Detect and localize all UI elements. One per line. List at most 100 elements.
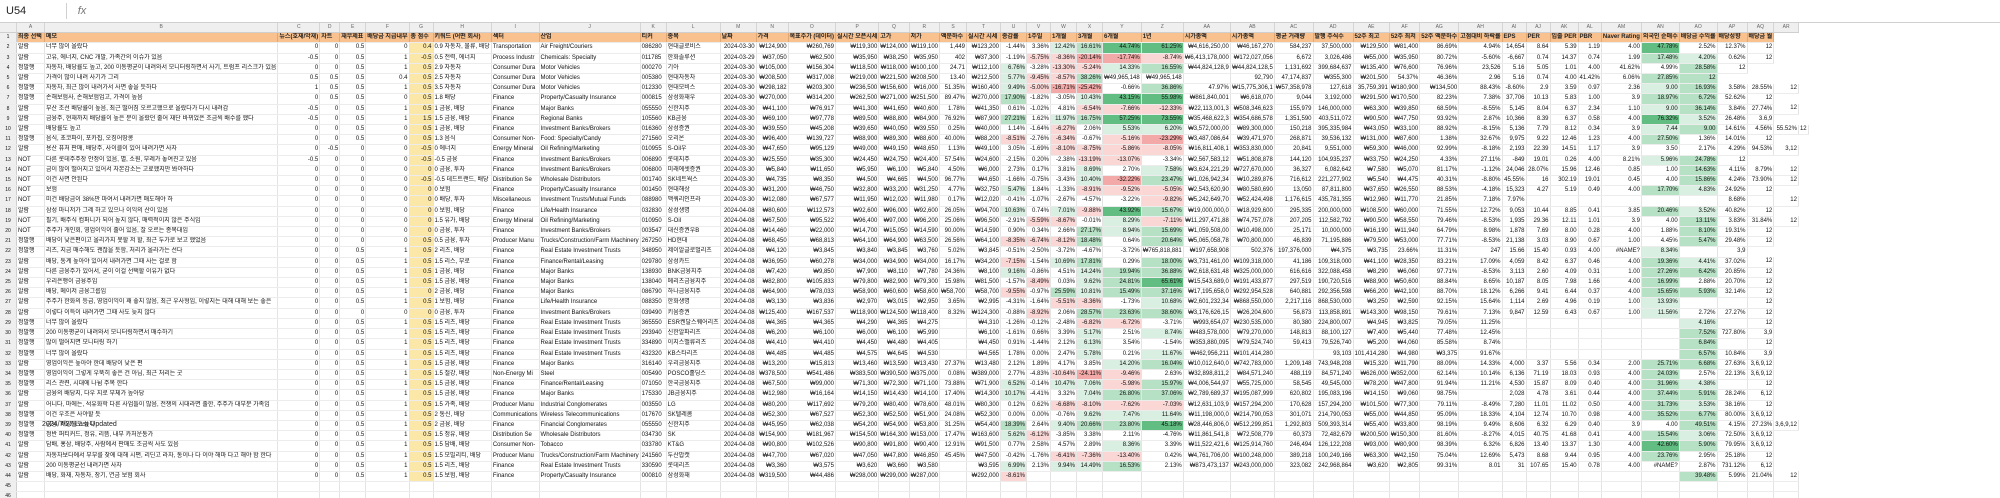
table-cell[interactable]: 15.86%	[1679, 175, 1718, 187]
table-cell[interactable]: 5,136	[1502, 124, 1527, 136]
table-cell[interactable]: 12	[1747, 308, 1775, 319]
table-cell[interactable]: ₩95,129	[788, 144, 836, 156]
table-cell[interactable]: -3.22%	[1102, 195, 1142, 207]
table-cell[interactable]: 2,217,116	[1274, 297, 1314, 309]
table-cell[interactable]: 한화솔루션	[666, 53, 721, 64]
table-cell[interactable]: -8.53%	[1458, 216, 1503, 228]
table-cell[interactable]: -1.33%	[1050, 185, 1078, 197]
empty-cell[interactable]	[640, 491, 667, 498]
table-cell[interactable]: 7.69	[1526, 226, 1551, 238]
table-cell[interactable]: 0.5	[339, 440, 367, 452]
table-cell[interactable]: 6,826	[1502, 440, 1527, 452]
empty-cell[interactable]	[1578, 481, 1602, 493]
table-cell[interactable]: ₩14,300	[966, 389, 1002, 401]
table-cell[interactable]: 4.09	[1550, 267, 1579, 279]
table-cell[interactable]: 0.5	[339, 420, 367, 432]
table-cell[interactable]: 알람	[16, 206, 45, 217]
table-cell[interactable]: Finance	[491, 349, 540, 360]
table-cell[interactable]: -0.67%	[1076, 134, 1104, 146]
table-cell[interactable]: 40.00%	[939, 134, 968, 146]
table-cell[interactable]: 0	[277, 165, 321, 177]
table-cell[interactable]: -13.40%	[1102, 451, 1142, 462]
table-cell[interactable]: ₩70,800,000	[1230, 236, 1275, 248]
table-cell[interactable]	[1502, 349, 1527, 360]
table-cell[interactable]: 1 금융, 배당	[433, 267, 492, 279]
table-cell[interactable]: 0.5	[409, 379, 434, 391]
table-cell[interactable]: 금이 많이 떨어지고 있어서 자본감소는 고료했지만 봐야하다	[44, 165, 279, 177]
empty-cell[interactable]	[339, 481, 367, 493]
table-cell[interactable]: 84,571,240	[1313, 369, 1354, 381]
table-cell[interactable]: 2 통신, 배당	[433, 410, 492, 421]
table-cell[interactable]: -0.51%	[1000, 246, 1028, 258]
table-cell[interactable]: 7.18%	[1458, 195, 1503, 207]
table-cell[interactable]: ₩64,100	[835, 236, 880, 248]
table-cell[interactable]: #NAME?	[1641, 461, 1680, 472]
table-cell[interactable]: Major Banks	[539, 104, 641, 115]
table-cell[interactable]: ₩3,825	[1389, 318, 1421, 330]
table-cell[interactable]: -8.91%	[1076, 185, 1104, 197]
table-cell[interactable]: ₩58,700	[939, 287, 968, 299]
table-cell[interactable]: 1	[365, 400, 410, 411]
table-cell[interactable]: 36.88%	[1141, 267, 1184, 279]
table-cell[interactable]: 3.85	[1601, 206, 1642, 217]
table-cell[interactable]: 64.79%	[1419, 226, 1460, 238]
table-cell[interactable]: -8.67%	[1050, 216, 1078, 228]
table-cell[interactable]: 0.5	[339, 73, 367, 85]
table-cell[interactable]: 9,044	[1274, 93, 1314, 105]
table-cell[interactable]: ₩63,300	[1353, 451, 1390, 462]
table-cell[interactable]: ₩101,500	[1353, 400, 1390, 411]
table-cell[interactable]: ₩62,038	[788, 420, 836, 432]
table-cell[interactable]: -3.72%	[1102, 246, 1142, 258]
table-cell[interactable]: Wireless Telecommunications	[539, 410, 641, 421]
table-cell[interactable]: 0.74%	[1026, 206, 1052, 217]
table-cell[interactable]: 0.5	[409, 267, 434, 279]
table-cell[interactable]: ₩24,250	[1389, 155, 1421, 166]
table-cell[interactable]: 9.62%	[1076, 277, 1104, 289]
table-cell[interactable]: 0	[409, 206, 434, 217]
table-cell[interactable]: 1.89%	[1026, 359, 1052, 370]
table-cell[interactable]: 3.37	[1526, 359, 1551, 370]
table-cell[interactable]: ₩13,590	[878, 359, 910, 370]
table-cell[interactable]: 1.66	[1578, 277, 1602, 289]
column-title[interactable]: Naver Rating	[1601, 32, 1642, 44]
table-cell[interactable]: 우리은행이 금융주임	[44, 277, 279, 289]
table-cell[interactable]: 0.5 전력, 에너지	[433, 53, 492, 64]
table-cell[interactable]: ₩181,967	[788, 430, 836, 442]
table-cell[interactable]: 2024-04-08	[720, 338, 757, 350]
table-cell[interactable]: ₩143,300	[1353, 308, 1390, 319]
table-cell[interactable]: 25.71%	[1641, 359, 1680, 370]
table-cell[interactable]: Chemicals: Specialty	[539, 53, 641, 64]
table-cell[interactable]: POSCO홀딩스	[666, 369, 721, 381]
table-cell[interactable]: 9.62%	[1076, 410, 1104, 421]
table-cell[interactable]: 알람	[16, 297, 45, 309]
table-cell[interactable]: ₩48,650	[909, 144, 941, 156]
table-cell[interactable]: 2.87%	[1679, 461, 1718, 472]
table-cell[interactable]: 9.94%	[1050, 461, 1078, 472]
table-cell[interactable]: 5.47%	[1679, 236, 1718, 248]
column-header-K[interactable]: K	[640, 23, 667, 34]
table-cell[interactable]: ₩6,100	[878, 165, 910, 177]
table-cell[interactable]: 알람	[16, 124, 45, 136]
table-cell[interactable]: -6.27%	[1050, 124, 1078, 136]
table-cell[interactable]: 365550	[640, 318, 667, 330]
table-cell[interactable]: -13.07%	[1102, 155, 1142, 166]
table-cell[interactable]: 자동차, 배당률도 높고, 200 이동평균이 내려와서 모니터링하면서 사기,…	[44, 63, 279, 75]
table-cell[interactable]: -2.50%	[1026, 246, 1052, 258]
table-cell[interactable]: ₩50,600	[1389, 277, 1421, 289]
row-number[interactable]: 33	[0, 359, 17, 370]
row-number[interactable]: 7	[0, 93, 17, 105]
table-cell[interactable]: 3,9	[1747, 349, 1775, 360]
row-number[interactable]: 34	[0, 369, 17, 381]
table-cell[interactable]: 44.74%	[1102, 42, 1142, 54]
table-cell[interactable]: -0.5	[277, 155, 321, 166]
table-cell[interactable]: 가격이 많이 내려 사기가 그리	[44, 73, 279, 85]
table-cell[interactable]: 1	[365, 63, 410, 75]
table-cell[interactable]: ₩6,000	[966, 165, 1002, 177]
table-cell[interactable]: 10.84%	[1717, 349, 1748, 360]
table-cell[interactable]: 2024-03-30	[720, 175, 757, 187]
table-cell[interactable]: 1,292,803	[1274, 420, 1314, 432]
table-cell[interactable]: 6,082,642	[1313, 165, 1354, 177]
table-cell[interactable]: ₩4,485	[756, 349, 789, 360]
table-cell[interactable]: 주주가 개인회, 영업이익이 줄어 있음, 잘 오르는 종목대임	[44, 226, 279, 238]
table-cell[interactable]: -1.54%	[1026, 257, 1052, 268]
